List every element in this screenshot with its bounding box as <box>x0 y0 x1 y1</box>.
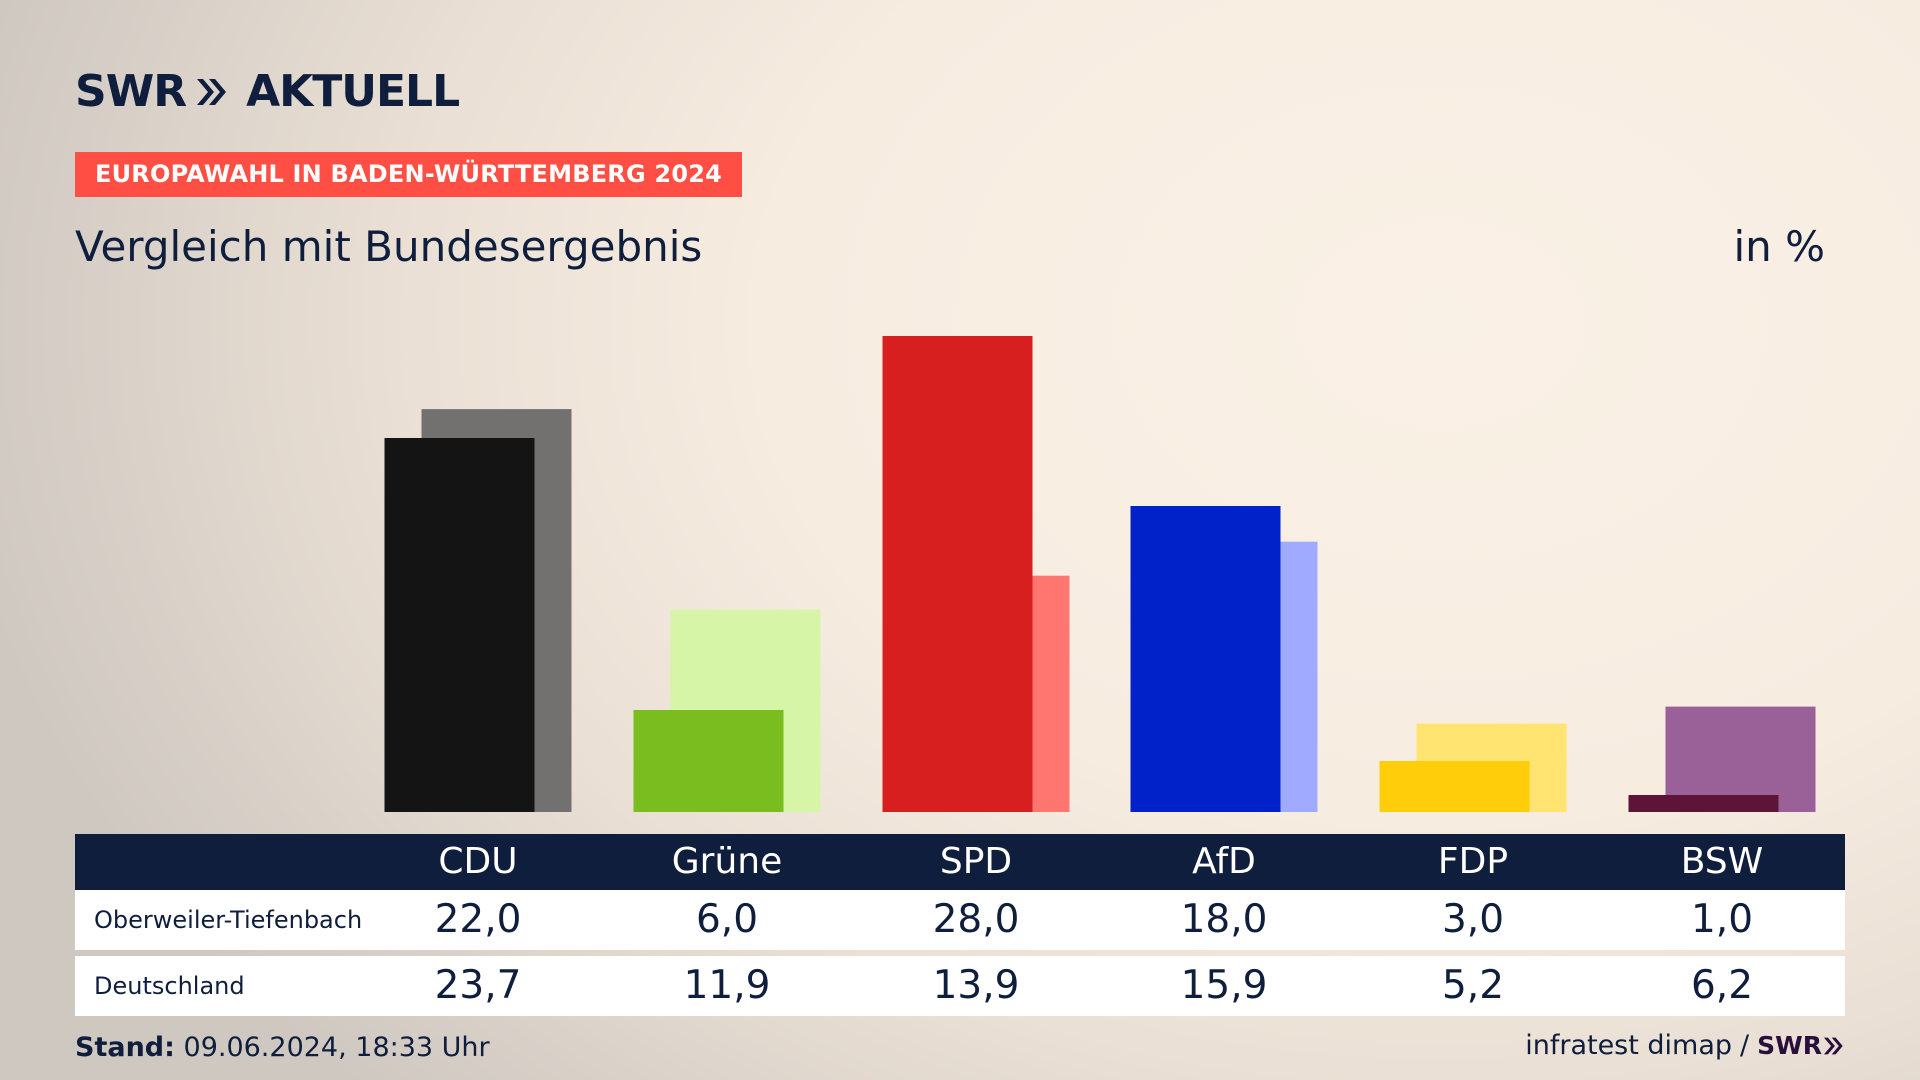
value-bsw-deutschland: 6,2 <box>1690 963 1754 1008</box>
source-brand-text: SWR <box>1757 1031 1822 1060</box>
stand-value: 09.06.2024, 18:33 Uhr <box>183 1032 490 1063</box>
double-chevron-icon <box>194 75 228 109</box>
column-header-cdu: CDU <box>438 841 518 882</box>
source-credit: infratest dimap / SWR <box>1525 1030 1844 1061</box>
value-fdp-deutschland: 5,2 <box>1441 963 1505 1008</box>
value-grüne-oberweiler-tiefenbach: 6,0 <box>695 897 759 942</box>
column-header-afd: AfD <box>1192 841 1256 882</box>
bar-bsw-deutschland <box>1665 706 1816 812</box>
column-header-bsw: BSW <box>1680 841 1764 882</box>
value-afd-oberweiler-tiefenbach: 18,0 <box>1180 897 1268 942</box>
row-label-local: Oberweiler-Tiefenbach <box>94 906 363 934</box>
bar-grüne-oberweiler-tiefenbach <box>633 710 784 812</box>
bar-bsw-oberweiler-tiefenbach <box>1628 795 1779 812</box>
bar-afd-oberweiler-tiefenbach <box>1130 506 1281 812</box>
timestamp: Stand: 09.06.2024, 18:33 Uhr <box>75 1032 490 1063</box>
stand-label: Stand: <box>75 1032 175 1063</box>
table-row-local: Oberweiler-Tiefenbach 22,0 6,0 28,0 18,0 3,0… <box>75 890 1845 950</box>
unit-label: in % <box>1733 222 1825 271</box>
results-table: CDU Grüne SPD AfD FDP BSW Oberweiler-Tiefenba… <box>75 834 1845 1016</box>
column-header-spd: SPD <box>939 841 1013 882</box>
bar-cdu-oberweiler-tiefenbach <box>384 438 535 812</box>
row-label-national: Deutschland <box>94 972 245 1000</box>
value-spd-deutschland: 13,9 <box>932 963 1020 1008</box>
bar-chart <box>384 336 1816 812</box>
logo-aktuell-text: AKTUELL <box>246 66 460 117</box>
value-fdp-oberweiler-tiefenbach: 3,0 <box>1441 897 1505 942</box>
bar-spd-oberweiler-tiefenbach <box>882 336 1033 812</box>
value-bsw-oberweiler-tiefenbach: 1,0 <box>1690 897 1754 942</box>
bar-fdp-oberweiler-tiefenbach <box>1379 761 1530 812</box>
election-badge: EUROPAWAHL IN BADEN-WÜRTTEMBERG 2024 <box>75 152 743 197</box>
value-grüne-deutschland: 11,9 <box>683 963 771 1008</box>
small-double-chevron-icon <box>1823 1037 1843 1054</box>
source-separator: / <box>1740 1030 1750 1061</box>
source-brand: SWR <box>1757 1031 1844 1060</box>
page-subtitle: Vergleich mit Bundesergebnis <box>75 222 703 271</box>
swr-aktuell-logo: SWR AKTUELL <box>75 66 460 117</box>
column-header-fdp: FDP <box>1437 841 1509 882</box>
value-cdu-oberweiler-tiefenbach: 22,0 <box>434 897 522 942</box>
table-row-national: Deutschland 23,7 11,9 13,9 15,9 5,2 6,2 <box>75 956 1845 1016</box>
source-text: infratest dimap <box>1525 1030 1733 1061</box>
table-header: CDU Grüne SPD AfD FDP BSW <box>75 834 1845 890</box>
value-afd-deutschland: 15,9 <box>1180 963 1268 1008</box>
value-spd-oberweiler-tiefenbach: 28,0 <box>932 897 1020 942</box>
value-cdu-deutschland: 23,7 <box>434 963 522 1008</box>
column-header-grüne: Grüne <box>671 841 783 882</box>
logo-swr-text: SWR <box>75 66 187 117</box>
